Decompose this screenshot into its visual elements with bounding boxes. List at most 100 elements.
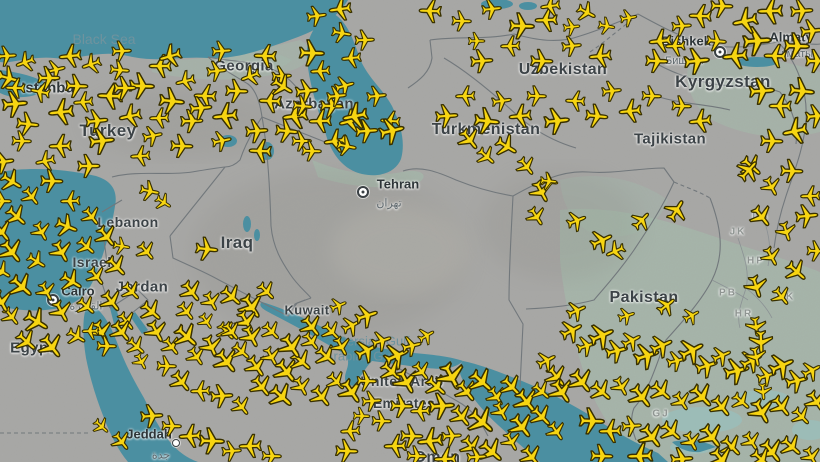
airplane-icon[interactable] (329, 20, 354, 46)
airplane-icon[interactable] (327, 0, 354, 23)
airplane-icon[interactable] (687, 107, 714, 135)
airplane-icon[interactable] (375, 114, 408, 148)
airplane-icon[interactable] (59, 190, 82, 213)
airplane-icon[interactable] (743, 344, 769, 369)
airplane-icon[interactable] (465, 445, 488, 462)
airplane-icon[interactable] (759, 128, 784, 154)
airplane-icon[interactable] (596, 15, 617, 37)
airplane-icon[interactable] (779, 115, 812, 148)
airplane-icon[interactable] (559, 34, 583, 58)
airplane-icon[interactable] (106, 426, 136, 456)
airplane-icon[interactable] (521, 201, 551, 231)
airplane-icon[interactable] (418, 0, 444, 24)
airplane-icon[interactable] (564, 89, 587, 112)
airplane-icon[interactable] (538, 0, 563, 18)
airplane-icon[interactable] (57, 42, 84, 70)
airplane-icon[interactable] (260, 445, 283, 462)
airplane-icon[interactable] (355, 370, 378, 393)
airplane-icon[interactable] (529, 48, 554, 74)
airplane-icon[interactable] (659, 194, 693, 227)
airplane-icon[interactable] (155, 41, 186, 71)
airplane-icon[interactable] (793, 202, 820, 230)
airplane-icon[interactable] (538, 171, 559, 192)
airplane-icon[interactable] (111, 235, 132, 257)
airplane-icon[interactable] (131, 236, 161, 266)
airplane-icon[interactable] (433, 103, 460, 129)
airplane-icon[interactable] (626, 441, 655, 462)
airplane-icon[interactable] (454, 85, 477, 108)
airplane-icon[interactable] (340, 46, 363, 70)
airplane-icon[interactable] (788, 0, 815, 24)
airplane-icon[interactable] (615, 304, 638, 328)
airplane-icon[interactable] (507, 102, 534, 130)
airplane-icon[interactable] (39, 168, 64, 194)
airplane-icon[interactable] (651, 291, 681, 321)
airplane-icon[interactable] (273, 117, 300, 145)
airplane-icon[interactable] (110, 39, 133, 62)
airplane-icon[interactable] (804, 48, 820, 74)
airplane-icon[interactable] (468, 48, 495, 74)
airplane-icon[interactable] (805, 240, 820, 263)
airplane-icon[interactable] (148, 107, 171, 130)
airplane-icon[interactable] (405, 445, 428, 462)
airplane-icon[interactable] (744, 199, 778, 234)
airplane-icon[interactable] (10, 130, 33, 153)
airplane-icon[interactable] (334, 438, 359, 462)
airplane-icon[interactable] (326, 294, 351, 318)
airplane-icon[interactable] (511, 151, 541, 181)
airplane-icon[interactable] (210, 39, 233, 63)
airplane-icon[interactable] (562, 207, 590, 235)
airplane-icon[interactable] (0, 44, 18, 68)
airplane-icon[interactable] (370, 410, 393, 433)
airplane-icon[interactable] (766, 281, 796, 311)
airplane-icon[interactable] (193, 235, 220, 263)
airplane-icon[interactable] (210, 101, 241, 132)
airplane-icon[interactable] (741, 271, 772, 302)
airplane-icon[interactable] (599, 79, 623, 103)
airplane-icon[interactable] (383, 433, 409, 459)
airplane-icon[interactable] (679, 303, 704, 329)
airplane-icon[interactable] (709, 0, 734, 19)
airplane-icon[interactable] (467, 31, 486, 51)
airplane-icon[interactable] (618, 7, 639, 29)
airplane-icon[interactable] (479, 0, 503, 21)
airplane-icon[interactable] (300, 140, 323, 163)
airplane-icon[interactable] (779, 158, 804, 184)
airplane-icon[interactable] (304, 4, 329, 28)
airplane-icon[interactable] (499, 35, 522, 58)
airplane-icon[interactable] (209, 128, 234, 154)
airplane-icon[interactable] (116, 101, 145, 131)
airplane-icon[interactable] (36, 65, 61, 91)
airplane-icon[interactable] (753, 381, 773, 402)
airplane-icon[interactable] (129, 144, 152, 168)
airplane-icon[interactable] (433, 446, 459, 462)
airplane-icon[interactable] (587, 42, 614, 70)
airplane-icon[interactable] (757, 242, 786, 271)
airplane-icon[interactable] (112, 75, 137, 101)
airplane-icon[interactable] (583, 102, 610, 130)
airplane-icon[interactable] (0, 190, 13, 213)
airplane-icon[interactable] (253, 43, 279, 69)
airplane-icon[interactable] (644, 48, 669, 74)
airplane-icon[interactable] (297, 38, 326, 68)
airplane-icon[interactable] (756, 0, 785, 26)
airplane-icon[interactable] (589, 443, 614, 462)
airplane-icon[interactable] (187, 94, 214, 122)
airplane-icon[interactable] (4, 76, 27, 99)
airplane-icon[interactable] (169, 133, 194, 159)
airplane-icon[interactable] (76, 153, 101, 179)
airplane-icon[interactable] (46, 97, 77, 128)
airplane-icon[interactable] (450, 10, 473, 33)
airplane-icon[interactable] (640, 85, 663, 108)
airplane-icon[interactable] (786, 76, 817, 107)
airplane-icon[interactable] (525, 85, 548, 108)
airplane-icon[interactable] (86, 125, 117, 156)
airplane-icon[interactable] (364, 84, 388, 108)
airplane-icon[interactable] (626, 206, 656, 236)
airplane-icon[interactable] (248, 138, 274, 164)
airplane-icon[interactable] (308, 108, 334, 134)
airplane-icon[interactable] (72, 90, 96, 114)
airplane-icon[interactable] (668, 446, 695, 462)
airplane-icon[interactable] (81, 321, 101, 341)
